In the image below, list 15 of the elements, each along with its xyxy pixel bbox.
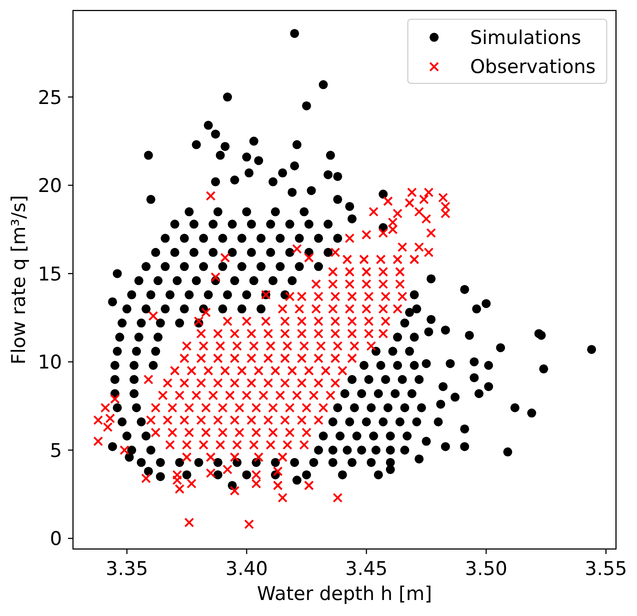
x-tick-label: 3.50 bbox=[465, 558, 508, 580]
y-tick-label: 20 bbox=[38, 175, 62, 198]
x-tick-label: 3.55 bbox=[584, 558, 628, 580]
legend-label: Observations bbox=[470, 56, 596, 78]
x-tick-label: 3.45 bbox=[345, 558, 388, 580]
y-tick-label: 10 bbox=[38, 352, 62, 374]
y-tick-label: 25 bbox=[38, 86, 62, 109]
y-tick-label: 0 bbox=[50, 528, 62, 550]
y-tick-label: 15 bbox=[38, 263, 62, 286]
x-tick-label: 3.40 bbox=[226, 558, 268, 580]
x-tick-label: 3.35 bbox=[106, 558, 148, 580]
y-axis-title: Flow rate q [m³/s] bbox=[8, 195, 30, 364]
y-tick-label: 5 bbox=[50, 440, 62, 462]
legend-label: Simulations bbox=[470, 26, 582, 49]
x-axis-title: Water depth h [m] bbox=[257, 583, 432, 605]
